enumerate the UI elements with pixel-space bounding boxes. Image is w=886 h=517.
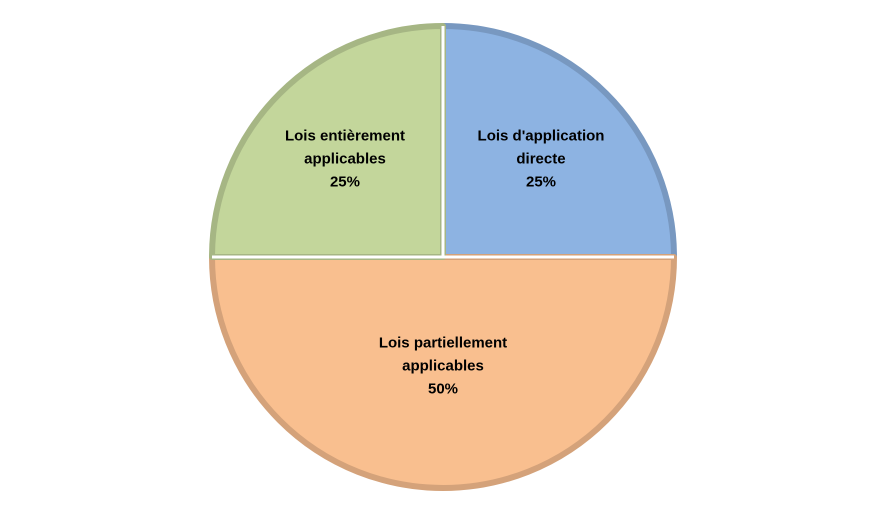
slice-label: Lois d'application directe 25%: [461, 124, 621, 193]
category-label: Lois d'application directe: [477, 127, 605, 168]
slice-label: Lois entièrement applicables 25%: [265, 124, 425, 193]
slice-label: Lois partiellement applicables 50%: [363, 331, 523, 400]
value-label: 25%: [525, 173, 557, 191]
pie-slice: [440, 23, 677, 260]
value-label: 25%: [329, 173, 360, 191]
pie-slice: [209, 254, 677, 491]
pie-slice: [209, 23, 446, 260]
value-label: 50%: [427, 380, 459, 398]
category-label: Lois entièrement applicables: [284, 127, 405, 168]
category-label: Lois partiellement applicables: [378, 334, 508, 375]
